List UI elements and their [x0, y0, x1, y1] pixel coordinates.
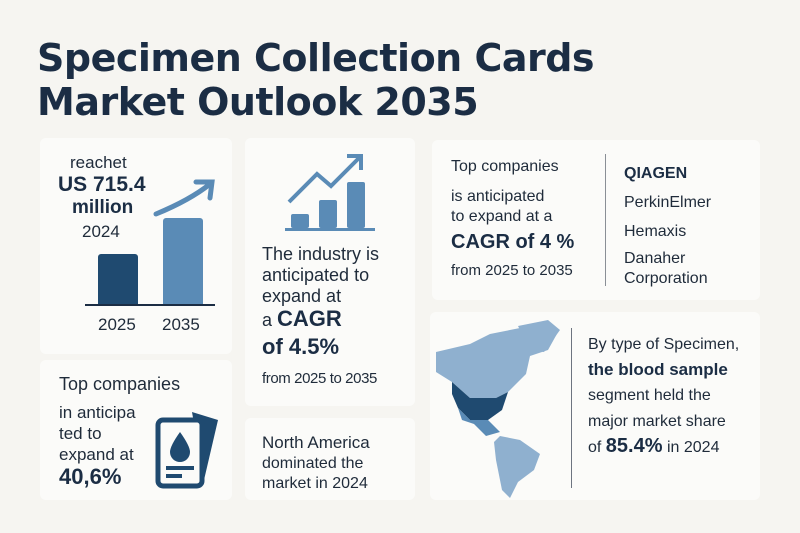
- bar-label-2025: 2025: [98, 315, 136, 334]
- bar-2025: [98, 254, 138, 305]
- text-line: The industry is: [262, 244, 380, 264]
- text-line: dominated the: [262, 455, 364, 472]
- bar-2035: [163, 218, 203, 305]
- page-title: Specimen Collection Cards Market Outlook …: [37, 36, 595, 124]
- market-size-prefix: reachet: [70, 153, 127, 172]
- text-line: segment held the: [588, 387, 711, 404]
- text-line: in anticipa: [59, 403, 136, 422]
- text-line: North America: [262, 433, 370, 452]
- growth-chart-icon: [285, 154, 375, 231]
- text-line: is anticipated: [451, 188, 545, 205]
- company-name: QIAGEN: [624, 165, 688, 182]
- divider: [605, 154, 606, 286]
- americas-map-icon: [436, 320, 560, 498]
- industry-cagr-card: The industry is anticipated to expand at…: [245, 138, 415, 406]
- share-value: 85.4%: [605, 435, 663, 457]
- chart-baseline: [85, 304, 215, 306]
- company-name: Danaher: [624, 250, 686, 267]
- top-companies-growth-card: Top companies in anticipa ted to expand …: [40, 360, 232, 500]
- cagr-value: CAGR of 4 %: [451, 231, 575, 253]
- text-line: the blood sample: [588, 360, 728, 379]
- specimen-card-icon: [155, 412, 218, 489]
- divider: [571, 328, 572, 488]
- cagr-period: from 2025 to 2035: [262, 370, 377, 387]
- text-line: major market share: [588, 413, 726, 430]
- bar-label-2035: 2035: [162, 315, 200, 334]
- cagr-label: a CAGR: [262, 308, 342, 331]
- market-size-unit: million: [72, 197, 134, 218]
- cagr-text: CAGR: [277, 306, 342, 331]
- text: in 2024: [666, 439, 720, 456]
- text-line: expand at: [59, 445, 134, 464]
- market-size-year: 2024: [82, 222, 120, 241]
- text-line: market in 2024: [262, 475, 368, 492]
- market-size-card: reachet US 715.4 million 2024 2025 2035: [40, 138, 232, 354]
- text-line: ted to: [59, 424, 102, 443]
- specimen-share-card: By type of Specimen, the blood sample se…: [430, 312, 760, 500]
- growth-value: 40,6%: [59, 464, 122, 489]
- north-america-card: North America dominated the market in 20…: [245, 418, 415, 500]
- text: of: [588, 439, 602, 456]
- company-name: Corporation: [624, 270, 708, 287]
- text-line: expand at: [262, 286, 342, 306]
- market-size-value: US 715.4: [58, 173, 146, 196]
- text-line: anticipated to: [262, 265, 370, 285]
- cagr-value: of 4.5%: [262, 334, 340, 359]
- text-line: By type of Specimen,: [588, 336, 740, 353]
- share-line: of 85.4% in 2024: [588, 436, 719, 458]
- cagr-period: from 2025 to 2035: [451, 262, 573, 279]
- trend-arrow-icon: [153, 179, 215, 217]
- heading: Top companies: [451, 158, 559, 175]
- company-name: Hemaxis: [624, 223, 687, 240]
- top-companies-card: Top companies is anticipated to expand a…: [432, 140, 760, 300]
- text: a: [262, 310, 273, 330]
- company-name: PerkinElmer: [624, 194, 712, 211]
- heading: Top companies: [59, 374, 181, 394]
- text-line: to expand at a: [451, 208, 553, 225]
